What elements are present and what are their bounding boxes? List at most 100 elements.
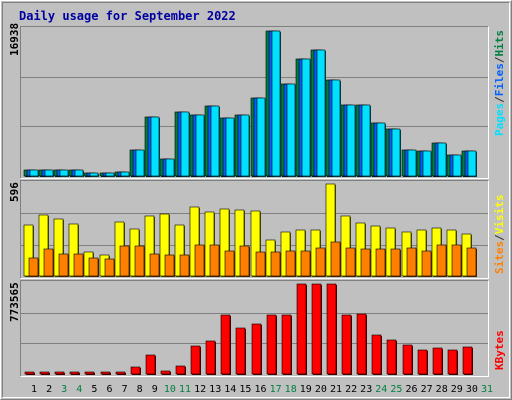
panel-hits-highlight [20, 26, 489, 179]
kbytes-bar-kbytes-day-16 [251, 323, 262, 375]
x-axis-label-day-27: 27 [421, 384, 433, 395]
panel-hits-max-label: 16938 [8, 23, 21, 56]
panel-hits-shadow [20, 26, 489, 179]
kbytes-bar-kbytes-day-24 [371, 334, 382, 375]
visits-bar-sites-day-24 [375, 248, 386, 277]
hits-bar-pages-day-22 [346, 104, 356, 177]
x-axis-label-day-2: 2 [46, 384, 52, 395]
visits-bar-visits-day-4 [68, 223, 79, 277]
visits-bar-sites-day-13 [209, 244, 220, 277]
kbytes-bar-kbytes-day-26 [402, 344, 413, 375]
hits-bar-pages-day-14 [225, 117, 235, 177]
kbytes-bar-kbytes-day-14 [220, 314, 231, 375]
kbytes-bar-kbytes-day-21 [326, 283, 337, 375]
hits-bar-pages-day-25 [391, 128, 401, 177]
panel-kbytes: 773565 KBytes [8, 280, 506, 377]
panel-kbytes-bars [24, 283, 473, 375]
hits-bar-pages-day-13 [210, 105, 220, 177]
panel-hits-legend: Pages/Files/Hits [493, 30, 506, 136]
hits-bar-pages-day-17 [271, 30, 281, 177]
hits-bar-pages-day-8 [135, 149, 145, 177]
visits-bar-sites-day-8 [134, 245, 145, 277]
panel-visits-max-label: 596 [8, 182, 21, 202]
x-axis-label-day-20: 20 [315, 384, 327, 395]
visits-bar-visits-day-15 [234, 209, 245, 277]
x-axis-label-day-4: 4 [76, 384, 82, 395]
visits-bar-sites-day-2 [43, 248, 54, 277]
hits-bar-pages-day-1 [29, 169, 39, 177]
visits-bar-sites-day-21 [330, 241, 341, 277]
x-axis-label-day-15: 15 [239, 384, 251, 395]
panel-kbytes-max-label: 773565 [8, 282, 21, 322]
x-axis-label-day-8: 8 [137, 384, 143, 395]
visits-bar-sites-day-3 [58, 253, 69, 277]
x-axis-label-day-13: 13 [209, 384, 221, 395]
x-axis-label-day-29: 29 [451, 384, 463, 395]
visits-bar-visits-day-1 [23, 224, 34, 277]
visits-bar-sites-day-20 [315, 247, 326, 277]
panel-visits-shadow [20, 180, 489, 279]
visits-bar-visits-day-11 [174, 224, 185, 277]
x-axis-label-day-12: 12 [194, 384, 206, 395]
x-axis-label-day-7: 7 [122, 384, 128, 395]
visits-bar-visits-day-13 [204, 211, 215, 277]
kbytes-bar-kbytes-day-3 [54, 371, 65, 375]
panel-kbytes-legend: KBytes [493, 330, 506, 370]
x-axis-label-day-18: 18 [285, 384, 297, 395]
hits-bar-pages-day-11 [180, 111, 190, 177]
visits-bar-sites-day-12 [194, 244, 205, 277]
kbytes-bar-kbytes-day-10 [160, 370, 171, 375]
visits-bar-visits-day-2 [38, 214, 49, 277]
visits-bar-sites-day-14 [224, 250, 235, 277]
panel-hits-bars [23, 30, 477, 177]
visits-bar-visits-day-9 [144, 215, 155, 277]
x-axis-label-day-21: 21 [330, 384, 342, 395]
hits-bar-pages-day-16 [256, 97, 266, 177]
x-axis-label-day-23: 23 [360, 384, 372, 395]
kbytes-bar-kbytes-day-27 [417, 349, 428, 375]
visits-bar-visits-day-12 [189, 206, 200, 277]
visits-bar-sites-day-30 [466, 247, 477, 277]
legend-sep-3: / [493, 234, 506, 241]
x-axis-label-day-25: 25 [390, 384, 402, 395]
kbytes-bar-kbytes-day-7 [115, 371, 126, 375]
x-axis-label-day-16: 16 [254, 384, 266, 395]
hits-bar-pages-day-5 [89, 172, 99, 177]
kbytes-bar-kbytes-day-20 [311, 283, 322, 375]
hits-bar-pages-day-4 [74, 169, 84, 177]
hits-bar-pages-day-12 [195, 114, 205, 177]
visits-bar-sites-day-25 [390, 248, 401, 277]
kbytes-bar-kbytes-day-19 [296, 283, 307, 375]
legend-pages: Pages [493, 103, 506, 136]
legend-sep-2: / [493, 56, 506, 63]
panel-visits: 596 Sites/Visits [8, 180, 506, 279]
x-axis-label-day-3: 3 [61, 384, 67, 395]
x-axis-label-day-28: 28 [436, 384, 448, 395]
hits-bar-pages-day-26 [407, 149, 417, 177]
hits-bar-pages-day-6 [105, 172, 115, 177]
x-axis-label-day-24: 24 [375, 384, 387, 395]
chart-title: Daily usage for September 2022 [19, 9, 236, 23]
x-axis-label-day-14: 14 [224, 384, 236, 395]
visits-bar-sites-day-26 [406, 247, 417, 277]
kbytes-bar-kbytes-day-12 [190, 345, 201, 375]
hits-bar-pages-day-30 [467, 150, 477, 177]
hits-bar-pages-day-9 [150, 116, 160, 177]
panel-kbytes-highlight [20, 280, 489, 377]
hits-bar-pages-day-21 [331, 79, 341, 177]
hits-bar-pages-day-15 [240, 114, 250, 177]
kbytes-bar-kbytes-day-25 [386, 339, 397, 375]
kbytes-bar-kbytes-day-29 [447, 349, 458, 375]
visits-bar-sites-day-22 [345, 247, 356, 277]
hits-bar-pages-day-27 [422, 150, 432, 177]
visits-bar-sites-day-9 [149, 253, 160, 277]
x-axis-label-day-6: 6 [106, 384, 112, 395]
legend-kbytes: KBytes [493, 330, 506, 370]
visits-bar-visits-day-14 [219, 208, 230, 277]
hits-bar-pages-day-10 [165, 158, 175, 177]
x-axis-label-day-31: 31 [481, 384, 493, 395]
kbytes-bar-kbytes-day-1 [24, 371, 35, 375]
visits-bar-sites-day-28 [436, 244, 447, 277]
